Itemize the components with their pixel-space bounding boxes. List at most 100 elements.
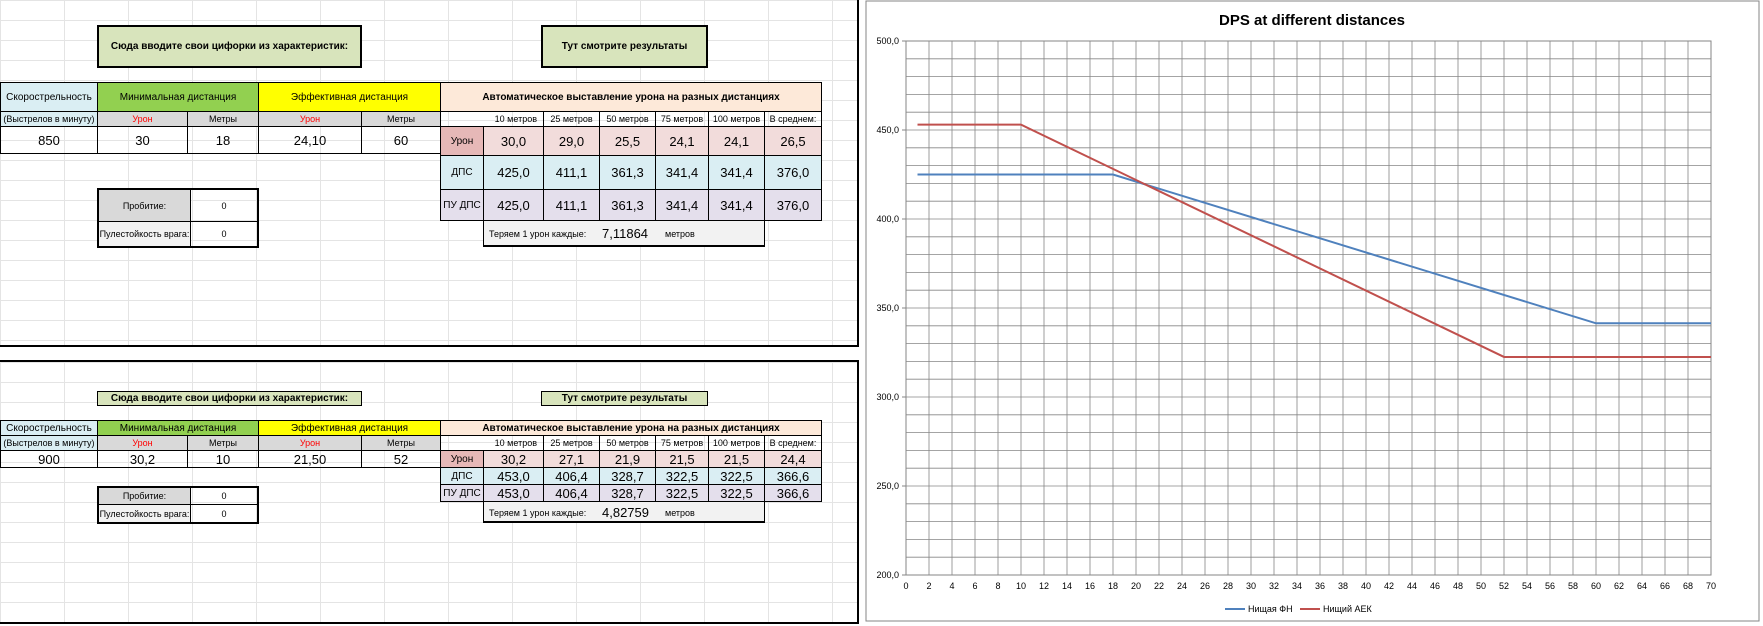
x-tick-label: 6 bbox=[972, 581, 977, 591]
panel2-pu-dps-cell: 322,5 bbox=[708, 484, 765, 502]
panel2-rate-input[interactable]: 900 bbox=[0, 450, 98, 468]
panel1-distance-header: 10 метров bbox=[440, 111, 544, 127]
panel1-lose-unit: метров bbox=[665, 229, 695, 239]
panel2-dps-cell: 322,5 bbox=[655, 467, 709, 485]
panel1-damage-cell: 25,5 bbox=[599, 126, 656, 156]
panel2-auto-header: Автоматическое выставление урона на разн… bbox=[440, 420, 822, 436]
panel2-dps-cell: 366,6 bbox=[764, 467, 822, 485]
panel1-dps-cell: 361,3 bbox=[599, 155, 656, 190]
x-tick-label: 70 bbox=[1706, 581, 1716, 591]
panel1-lose-text: Теряем 1 урон каждые: bbox=[489, 229, 587, 239]
panel2-damage-cell: 21,9 bbox=[599, 450, 656, 468]
panel2-results-title: Тут смотрите результаты bbox=[541, 391, 708, 406]
panel2-lose-row bbox=[483, 502, 765, 523]
panel1-rate-header: Скорострельность bbox=[0, 82, 98, 112]
panel2-min-meters-label: Метры bbox=[187, 435, 259, 451]
panel1-dps-cell: 411,1 bbox=[543, 155, 600, 190]
panel2-dps-cell: 322,5 bbox=[708, 467, 765, 485]
panel1-results-title: Тут смотрите результаты bbox=[541, 25, 708, 68]
panel2-damage-cell: 24,4 bbox=[764, 450, 822, 468]
panel1-damage-cell: 24,1 bbox=[708, 126, 765, 156]
panel2-row-label-damage: Урон bbox=[440, 450, 484, 468]
panel1-min-damage-label: Урон bbox=[97, 111, 188, 127]
panel2-min-dist-header: Минимальная дистанция bbox=[97, 420, 259, 436]
panel1-lose-value: 7,11864 bbox=[602, 226, 649, 241]
panel1-eff-damage-input[interactable]: 24,10 bbox=[258, 126, 362, 154]
panel1-eff-damage-label: Урон bbox=[258, 111, 362, 127]
panel2-lose-value: 4,82759 bbox=[602, 505, 649, 520]
panel2-eff-meters-input[interactable]: 52 bbox=[361, 450, 441, 468]
x-tick-label: 54 bbox=[1522, 581, 1532, 591]
panel1-distance-header: 75 метров bbox=[655, 111, 709, 127]
panel1-row-label-pu-dps: ПУ ДПС bbox=[440, 189, 484, 221]
panel1-dps-cell: 341,4 bbox=[708, 155, 765, 190]
chart-series bbox=[917, 123, 1711, 358]
x-tick-label: 40 bbox=[1361, 581, 1371, 591]
x-tick-label: 20 bbox=[1131, 581, 1141, 591]
chart-gridlines bbox=[905, 40, 1712, 576]
panel1-min-meters-label: Метры bbox=[187, 111, 259, 127]
x-tick-label: 44 bbox=[1407, 581, 1417, 591]
x-tick-label: 64 bbox=[1637, 581, 1647, 591]
panel1-eff-meters-label: Метры bbox=[361, 111, 441, 127]
panel2-eff-meters-label: Метры bbox=[361, 435, 441, 451]
x-tick-label: 58 bbox=[1568, 581, 1578, 591]
panel1-rate-input[interactable]: 850 bbox=[0, 126, 98, 154]
panel1-distance-header: В среднем: bbox=[764, 111, 822, 127]
panel1-eff-meters-input[interactable]: 60 bbox=[361, 126, 441, 154]
x-tick-label: 18 bbox=[1108, 581, 1118, 591]
x-tick-label: 36 bbox=[1315, 581, 1325, 591]
panel2-lose-unit: метров bbox=[665, 508, 695, 518]
y-tick-label: 500,0 bbox=[876, 36, 899, 46]
panel-2-border bbox=[0, 360, 859, 624]
panel2-pu-dps-cell: 453,0 bbox=[483, 484, 544, 502]
x-tick-label: 42 bbox=[1384, 581, 1394, 591]
chart-panel: DPS at different distances 200,0 250,0 300… bbox=[865, 0, 1763, 626]
panel1-distance-header: 25 метров bbox=[543, 111, 600, 127]
plot-area-border bbox=[905, 40, 1712, 576]
panel1-pu-dps-cell: 341,4 bbox=[655, 189, 709, 221]
x-tick-label: 28 bbox=[1223, 581, 1233, 591]
panel2-damage-cell: 21,5 bbox=[655, 450, 709, 468]
panel2-pu-dps-cell: 322,5 bbox=[655, 484, 709, 502]
x-tick-label: 16 bbox=[1085, 581, 1095, 591]
panel2-damage-cell: 21,5 bbox=[708, 450, 765, 468]
panel2-distance-header: 50 метров bbox=[599, 435, 656, 451]
panel2-min-damage-input[interactable]: 30,2 bbox=[97, 450, 188, 468]
panel1-input-title: Сюда вводите свои цифорки из характерист… bbox=[97, 25, 362, 68]
panel2-distance-header: 25 метров bbox=[543, 435, 600, 451]
panel1-penetration-input[interactable]: 0 bbox=[190, 188, 259, 222]
panel2-min-meters-input[interactable]: 10 bbox=[187, 450, 259, 468]
panel1-pu-dps-cell: 341,4 bbox=[708, 189, 765, 221]
panel2-armor-input[interactable]: 0 bbox=[190, 504, 259, 524]
chart-title: DPS at different distances bbox=[1219, 12, 1405, 29]
x-tick-label: 26 bbox=[1200, 581, 1210, 591]
dps-chart: DPS at different distances 200,0250,0300… bbox=[865, 0, 1760, 622]
panel1-distance-header: 50 метров bbox=[599, 111, 656, 127]
panel2-dps-cell: 453,0 bbox=[483, 467, 544, 485]
y-tick-label: 450,0 bbox=[876, 125, 899, 135]
chart-legend: Нищая ФН Нищий АЕК bbox=[1225, 604, 1372, 614]
x-tick-label: 66 bbox=[1660, 581, 1670, 591]
y-tick-label: 200,0 bbox=[876, 570, 899, 580]
panel2-rate-sub: (Выстрелов в минуту) bbox=[0, 435, 98, 451]
panel2-min-damage-label: Урон bbox=[97, 435, 188, 451]
x-tick-label: 10 bbox=[1016, 581, 1026, 591]
y-axis-ticks: 200,0 250,0 300,0 350,0 400,0 450,0 500,0 bbox=[876, 36, 906, 580]
y-tick-label: 300,0 bbox=[876, 392, 899, 402]
x-tick-label: 48 bbox=[1453, 581, 1463, 591]
panel2-eff-damage-input[interactable]: 21,50 bbox=[258, 450, 362, 468]
panel1-min-dist-header: Минимальная дистанция bbox=[97, 82, 259, 112]
x-tick-label: 22 bbox=[1154, 581, 1164, 591]
panel2-armor-label: Пулестойкость врага: bbox=[97, 504, 191, 524]
legend-label-1: Нищая ФН bbox=[1248, 604, 1293, 614]
panel2-penetration-input[interactable]: 0 bbox=[190, 486, 259, 505]
panel1-distance-header: 100 метров bbox=[708, 111, 765, 127]
panel1-min-damage-input[interactable]: 30 bbox=[97, 126, 188, 154]
x-tick-label: 30 bbox=[1246, 581, 1256, 591]
panel1-pu-dps-cell: 411,1 bbox=[543, 189, 600, 221]
panel1-armor-input[interactable]: 0 bbox=[190, 221, 259, 248]
panel2-distance-header: В среднем: bbox=[764, 435, 822, 451]
panel1-pu-dps-cell: 361,3 bbox=[599, 189, 656, 221]
panel1-min-meters-input[interactable]: 18 bbox=[187, 126, 259, 154]
